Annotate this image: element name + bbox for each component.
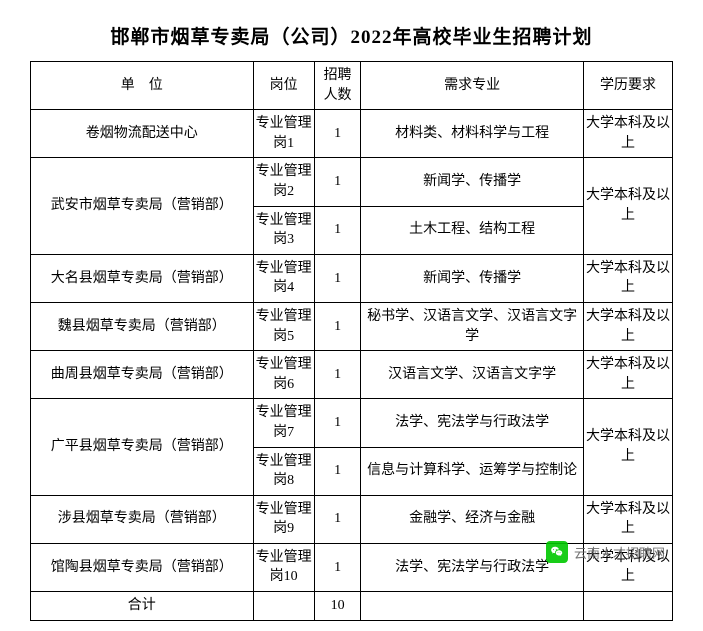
cell-count: 1 — [314, 158, 361, 206]
cell-post: 专业管理岗8 — [253, 447, 314, 495]
cell-edu: 大学本科及以上 — [583, 399, 672, 495]
cell-post: 专业管理岗7 — [253, 399, 314, 447]
table-row: 涉县烟草专卖局（营销部）专业管理岗91金融学、经济与金融大学本科及以上 — [31, 495, 673, 543]
header-edu: 学历要求 — [583, 62, 672, 110]
watermark-text: 云南人才招聘网 — [574, 543, 665, 562]
table-row: 卷烟物流配送中心专业管理岗11材料类、材料科学与工程大学本科及以上 — [31, 110, 673, 158]
cell-post: 专业管理岗4 — [253, 254, 314, 302]
cell-major: 新闻学、传播学 — [361, 158, 584, 206]
cell-unit: 卷烟物流配送中心 — [31, 110, 254, 158]
table-row: 魏县烟草专卖局（营销部）专业管理岗51秘书学、汉语言文学、汉语言文字学大学本科及… — [31, 302, 673, 350]
cell-post: 专业管理岗5 — [253, 302, 314, 350]
header-post: 岗位 — [253, 62, 314, 110]
total-major-empty — [361, 592, 584, 621]
cell-unit: 曲周县烟草专卖局（营销部） — [31, 351, 254, 399]
cell-edu: 大学本科及以上 — [583, 495, 672, 543]
cell-count: 1 — [314, 110, 361, 158]
header-count: 招聘人数 — [314, 62, 361, 110]
cell-count: 1 — [314, 206, 361, 254]
cell-post: 专业管理岗10 — [253, 543, 314, 591]
cell-edu: 大学本科及以上 — [583, 351, 672, 399]
cell-major: 法学、宪法学与行政法学 — [361, 399, 584, 447]
header-unit: 单 位 — [31, 62, 254, 110]
recruitment-table: 单 位 岗位 招聘人数 需求专业 学历要求 卷烟物流配送中心专业管理岗11材料类… — [30, 61, 673, 621]
cell-major: 新闻学、传播学 — [361, 254, 584, 302]
cell-post: 专业管理岗3 — [253, 206, 314, 254]
wechat-icon — [546, 541, 568, 563]
cell-unit: 馆陶县烟草专卖局（营销部） — [31, 543, 254, 591]
cell-major: 汉语言文学、汉语言文字学 — [361, 351, 584, 399]
table-row: 武安市烟草专卖局（营销部）专业管理岗21新闻学、传播学大学本科及以上 — [31, 158, 673, 206]
header-major: 需求专业 — [361, 62, 584, 110]
total-count: 10 — [314, 592, 361, 621]
table-row: 广平县烟草专卖局（营销部）专业管理岗71法学、宪法学与行政法学大学本科及以上 — [31, 399, 673, 447]
cell-unit: 武安市烟草专卖局（营销部） — [31, 158, 254, 254]
cell-count: 1 — [314, 495, 361, 543]
cell-major: 秘书学、汉语言文学、汉语言文字学 — [361, 302, 584, 350]
cell-post: 专业管理岗9 — [253, 495, 314, 543]
total-post-empty — [253, 592, 314, 621]
table-header-row: 单 位 岗位 招聘人数 需求专业 学历要求 — [31, 62, 673, 110]
cell-count: 1 — [314, 254, 361, 302]
cell-count: 1 — [314, 447, 361, 495]
cell-edu: 大学本科及以上 — [583, 302, 672, 350]
watermark: 云南人才招聘网 — [546, 541, 665, 563]
cell-edu: 大学本科及以上 — [583, 254, 672, 302]
cell-count: 1 — [314, 543, 361, 591]
page-title: 邯郸市烟草专卖局（公司）2022年高校毕业生招聘计划 — [30, 10, 673, 61]
total-label: 合计 — [31, 592, 254, 621]
cell-major: 材料类、材料科学与工程 — [361, 110, 584, 158]
total-edu-empty — [583, 592, 672, 621]
table-row: 曲周县烟草专卖局（营销部）专业管理岗61汉语言文学、汉语言文字学大学本科及以上 — [31, 351, 673, 399]
cell-count: 1 — [314, 302, 361, 350]
cell-unit: 大名县烟草专卖局（营销部） — [31, 254, 254, 302]
cell-post: 专业管理岗6 — [253, 351, 314, 399]
cell-unit: 魏县烟草专卖局（营销部） — [31, 302, 254, 350]
cell-major: 信息与计算科学、运筹学与控制论 — [361, 447, 584, 495]
cell-count: 1 — [314, 399, 361, 447]
cell-count: 1 — [314, 351, 361, 399]
cell-edu: 大学本科及以上 — [583, 158, 672, 254]
cell-post: 专业管理岗1 — [253, 110, 314, 158]
cell-major: 金融学、经济与金融 — [361, 495, 584, 543]
cell-edu: 大学本科及以上 — [583, 110, 672, 158]
cell-unit: 涉县烟草专卖局（营销部） — [31, 495, 254, 543]
cell-post: 专业管理岗2 — [253, 158, 314, 206]
table-total-row: 合计 10 — [31, 592, 673, 621]
cell-unit: 广平县烟草专卖局（营销部） — [31, 399, 254, 495]
cell-major: 土木工程、结构工程 — [361, 206, 584, 254]
table-row: 大名县烟草专卖局（营销部）专业管理岗41新闻学、传播学大学本科及以上 — [31, 254, 673, 302]
